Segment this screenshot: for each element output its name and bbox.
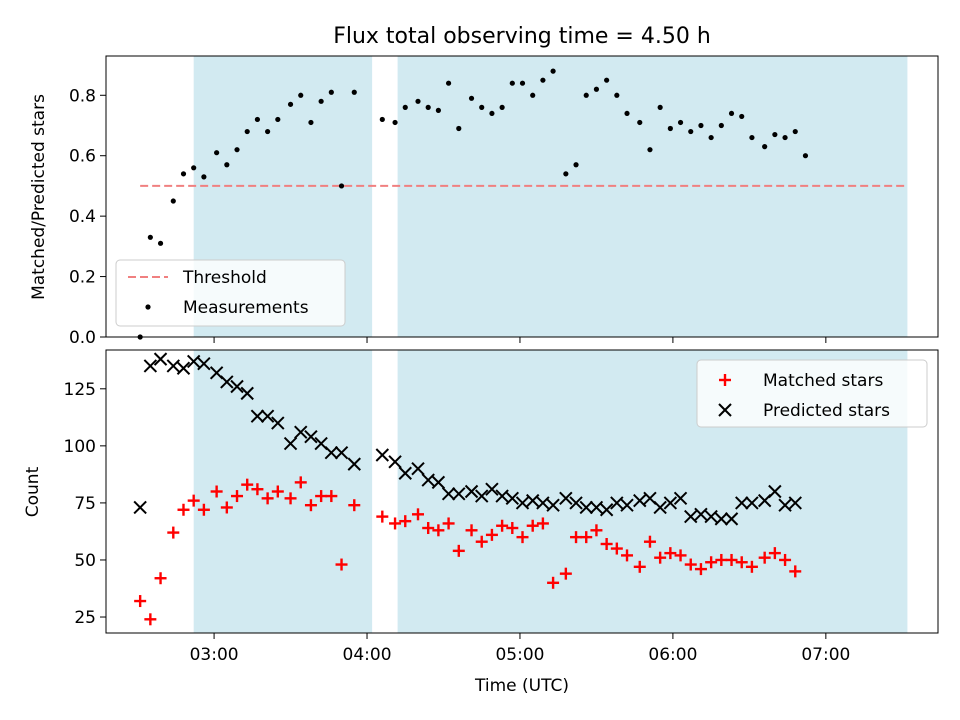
legend-matched-label: Matched stars: [763, 371, 883, 391]
measurement-point: [171, 198, 176, 203]
measurement-point: [275, 117, 280, 122]
top-legend: Threshold Measurements: [116, 260, 345, 326]
measurement-point: [479, 105, 484, 110]
measurement-point: [339, 183, 344, 188]
measurement-point: [604, 78, 609, 83]
bottom-y-tick-label-2: 75: [74, 494, 96, 514]
x-tick-label-1: 04:00: [343, 645, 392, 665]
measurement-point: [594, 87, 599, 92]
measurement-point: [319, 99, 324, 104]
measurement-point: [729, 111, 734, 116]
x-tick-label-2: 05:00: [495, 645, 544, 665]
measurement-point: [392, 120, 397, 125]
measurement-point: [614, 93, 619, 98]
bottom-y-axis-label: Count: [23, 466, 43, 517]
measurement-point: [456, 126, 461, 131]
legend-predicted-label: Predicted stars: [763, 401, 890, 421]
measurement-point: [224, 162, 229, 167]
measurement-point: [181, 171, 186, 176]
top-y-tick-label-2: 0.4: [69, 207, 96, 227]
measurement-point: [265, 129, 270, 134]
top-y-tick-label-0: 0.0: [69, 328, 96, 348]
measurement-point: [624, 111, 629, 116]
measurement-point: [803, 153, 808, 158]
legend-measurements-label: Measurements: [183, 298, 309, 318]
measurement-point: [719, 123, 724, 128]
measurement-point: [234, 147, 239, 152]
measurement-point: [380, 117, 385, 122]
measurement-point: [191, 165, 196, 170]
measurement-point: [637, 120, 642, 125]
measurement-point: [255, 117, 260, 122]
measurement-point: [510, 81, 515, 86]
measurement-point: [772, 132, 777, 137]
measurement-point: [762, 144, 767, 149]
measurement-point: [647, 147, 652, 152]
measurement-point: [793, 129, 798, 134]
measurement-point: [308, 120, 313, 125]
measurement-point: [782, 135, 787, 140]
measurement-point: [563, 171, 568, 176]
measurement-point: [288, 102, 293, 107]
measurement-point: [550, 69, 555, 74]
measurement-point: [158, 241, 163, 246]
legend-threshold-label: Threshold: [182, 268, 267, 288]
measurement-point: [668, 126, 673, 131]
measurement-point: [520, 81, 525, 86]
measurement-point: [688, 129, 693, 134]
bottom-y-tick-label-3: 100: [64, 437, 96, 457]
measurement-point: [489, 111, 494, 116]
x-axis-label: Time (UTC): [474, 676, 569, 696]
measurement-point: [214, 150, 219, 155]
bottom-y-tick-label-0: 25: [74, 608, 96, 628]
top-y-tick-label-1: 0.2: [69, 268, 96, 288]
measurement-point: [469, 96, 474, 101]
measurement-point: [148, 235, 153, 240]
measurement-point: [446, 81, 451, 86]
measurement-point: [584, 93, 589, 98]
measurement-point: [426, 105, 431, 110]
measurement-point: [709, 135, 714, 140]
chart-title: Flux total observing time = 4.50 h: [333, 24, 711, 49]
measurement-point: [698, 123, 703, 128]
measurement-point: [500, 105, 505, 110]
measurement-point: [530, 93, 535, 98]
x-tick-label-4: 07:00: [801, 645, 850, 665]
measurement-point: [245, 129, 250, 134]
measurement-point: [415, 99, 420, 104]
measurement-point: [749, 135, 754, 140]
measurement-point: [739, 114, 744, 119]
measurement-point: [658, 105, 663, 110]
bottom-y-tick-label-1: 50: [74, 551, 96, 571]
legend-measurements-swatch: [145, 304, 150, 309]
x-tick-label-0: 03:00: [190, 645, 239, 665]
measurement-point: [540, 78, 545, 83]
measurement-point: [678, 120, 683, 125]
measurement-point: [352, 90, 357, 95]
top-y-tick-label-4: 0.8: [69, 86, 96, 106]
x-tick-label-3: 06:00: [648, 645, 697, 665]
measurement-point: [201, 174, 206, 179]
measurement-point: [573, 162, 578, 167]
measurement-point: [329, 90, 334, 95]
top-y-axis-label: Matched/Predicted stars: [29, 94, 49, 300]
measurement-point: [298, 93, 303, 98]
bottom-y-tick-label-4: 125: [64, 380, 96, 400]
bottom-legend: Matched stars Predicted stars: [697, 360, 927, 427]
top-y-tick-label-3: 0.6: [69, 147, 96, 167]
measurement-point: [403, 105, 408, 110]
measurement-point: [436, 108, 441, 113]
